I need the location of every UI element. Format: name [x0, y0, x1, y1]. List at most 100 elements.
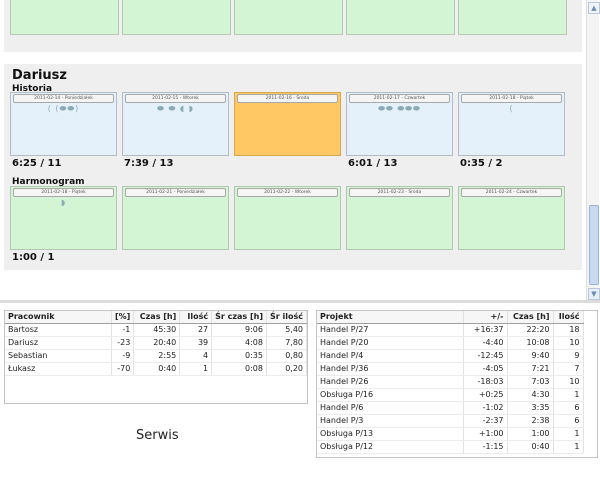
task-blobs[interactable]: ◗ — [60, 198, 67, 207]
cell: 3:35 — [507, 401, 554, 415]
history-day[interactable]: 2011-02-15 - Wtorek ⬬ ⬬ ◖ ◗ — [122, 92, 229, 156]
workers-table-panel: Pracownik [%] Czas [h] Ilość Śr czas [h]… — [4, 310, 308, 404]
history-label: Historia — [12, 84, 53, 94]
previous-day-box[interactable] — [458, 0, 567, 35]
table-row[interactable]: Handel P/6 -1:02 3:35 6 — [317, 401, 584, 415]
day-header: 2011-02-14 - Poniedziałek — [13, 94, 114, 103]
day-header: 2011-02-18 - Piątek — [461, 94, 562, 103]
cell: 7:21 — [507, 362, 554, 376]
project-name: Obsługa P/12 — [317, 440, 464, 454]
projects-table-panel: Projekt +/- Czas [h] Ilość Handel P/27 +1… — [316, 310, 598, 458]
schedule-day[interactable]: 2011-02-24 - Czwartek — [458, 186, 565, 250]
task-blobs[interactable]: ⬬⬬ ⬬⬬⬬ — [378, 104, 421, 113]
table-row[interactable]: Handel P/36 -4:05 7:21 7 — [317, 362, 584, 376]
workers-table: Pracownik [%] Czas [h] Ilość Śr czas [h]… — [5, 311, 307, 376]
cell: 1 — [553, 440, 584, 454]
cell: -70 — [111, 362, 135, 376]
column-header[interactable]: Śr ilość — [266, 311, 307, 324]
task-blobs[interactable]: ( — [509, 104, 514, 113]
schedule-day[interactable]: 2011-02-21 - Poniedziałek — [122, 186, 229, 250]
cell: 10 — [553, 336, 584, 350]
cell: -1:02 — [463, 401, 508, 415]
day-total: 6:01 / 13 — [348, 158, 398, 169]
cell: 7,80 — [266, 336, 307, 350]
task-blobs[interactable]: ( (⬬⬬) — [47, 104, 80, 113]
project-name: Handel P/3 — [317, 414, 464, 428]
cell: 1 — [553, 388, 584, 402]
schedule-day[interactable]: 2011-02-18 - Piątek ◗ — [10, 186, 117, 250]
table-row[interactable]: Handel P/20 -4:40 10:08 10 — [317, 336, 584, 350]
table-row[interactable]: Dariusz -23 20:40 39 4:08 7,80 — [5, 336, 307, 350]
day-header: 2011-02-15 - Wtorek — [125, 94, 226, 103]
projects-table: Projekt +/- Czas [h] Ilość Handel P/27 +1… — [317, 311, 584, 454]
worker-name: Łukasz — [5, 362, 112, 376]
column-header[interactable]: +/- — [463, 311, 508, 324]
table-header-row: Pracownik [%] Czas [h] Ilość Śr czas [h]… — [5, 311, 307, 324]
cell: 0,20 — [266, 362, 307, 376]
cell: 0,80 — [266, 349, 307, 363]
cell: 9:06 — [211, 323, 267, 337]
cell: 4:08 — [211, 336, 267, 350]
table-row[interactable]: Handel P/26 -18:03 7:03 10 — [317, 375, 584, 389]
history-day[interactable]: 2011-02-17 - Czwartek ⬬⬬ ⬬⬬⬬ — [346, 92, 453, 156]
column-header[interactable]: Ilość — [553, 311, 584, 324]
person-block: Dariusz Historia 2011-02-14 - Poniedział… — [4, 64, 582, 270]
project-name: Handel P/20 — [317, 336, 464, 350]
previous-day-box[interactable] — [346, 0, 455, 35]
scroll-up-icon[interactable]: ▲ — [588, 2, 600, 14]
table-row[interactable]: Obsługa P/13 +1:00 1:00 1 — [317, 427, 584, 441]
cell: 0:35 — [211, 349, 267, 363]
day-header: 2011-02-22 - Wtorek — [237, 188, 338, 197]
cell: 45:30 — [133, 323, 181, 337]
column-header[interactable]: Czas [h] — [507, 311, 554, 324]
task-blobs[interactable]: ⬬ ⬬ ◖ ◗ — [157, 104, 194, 113]
day-header: 2011-02-24 - Czwartek — [461, 188, 562, 197]
cell: 10 — [553, 375, 584, 389]
history-day[interactable]: 2011-02-14 - Poniedziałek ( (⬬⬬) — [10, 92, 117, 156]
service-label: Serwis — [136, 428, 179, 443]
cell: -1 — [111, 323, 135, 337]
history-day[interactable]: 2011-02-18 - Piątek ( — [458, 92, 565, 156]
cell: 9 — [553, 349, 584, 363]
cell: -1:15 — [463, 440, 508, 454]
schedule-day[interactable]: 2011-02-23 - Środa — [346, 186, 453, 250]
cell: 27 — [179, 323, 213, 337]
schedule-day[interactable]: 2011-02-22 - Wtorek — [234, 186, 341, 250]
day-total: 6:25 / 11 — [12, 158, 62, 169]
column-header[interactable]: Ilość — [179, 311, 213, 324]
column-header[interactable]: [%] — [111, 311, 135, 324]
panel-splitter[interactable] — [0, 300, 600, 303]
table-row[interactable]: Handel P/3 -2:37 2:38 6 — [317, 414, 584, 428]
column-header[interactable]: Czas [h] — [133, 311, 181, 324]
cell: +1:00 — [463, 427, 508, 441]
cell: 1:00 — [507, 427, 554, 441]
table-row[interactable]: Obsługa P/12 -1:15 0:40 1 — [317, 440, 584, 454]
cell: -23 — [111, 336, 135, 350]
previous-day-box[interactable] — [10, 0, 119, 35]
column-header[interactable]: Projekt — [317, 311, 464, 324]
table-row[interactable]: Bartosz -1 45:30 27 9:06 5,40 — [5, 323, 307, 337]
schedule-total: 1:00 / 1 — [12, 252, 55, 263]
cell: 6 — [553, 414, 584, 428]
worker-name: Sebastian — [5, 349, 112, 363]
previous-day-box[interactable] — [234, 0, 343, 35]
table-row[interactable]: Handel P/4 -12:45 9:40 9 — [317, 349, 584, 363]
column-header[interactable]: Pracownik — [5, 311, 112, 324]
scrollbar-thumb[interactable] — [589, 205, 599, 285]
history-day-today[interactable]: 2011-02-16 - Środa — [234, 92, 341, 156]
cell: 39 — [179, 336, 213, 350]
table-row[interactable]: Łukasz -70 0:40 1 0:08 0,20 — [5, 362, 307, 376]
vertical-scrollbar[interactable]: ▲ ▼ — [586, 0, 600, 300]
cell: 20:40 — [133, 336, 181, 350]
day-header: 2011-02-16 - Środa — [237, 94, 338, 103]
scroll-down-icon[interactable]: ▼ — [588, 288, 600, 300]
table-row[interactable]: Obsługa P/16 +0:25 4:30 1 — [317, 388, 584, 402]
worker-name: Dariusz — [5, 336, 112, 350]
cell: 7 — [553, 362, 584, 376]
table-row[interactable]: Sebastian -9 2:55 4 0:35 0,80 — [5, 349, 307, 363]
day-header: 2011-02-17 - Czwartek — [349, 94, 450, 103]
table-row[interactable]: Handel P/27 +16:37 22:20 18 — [317, 323, 584, 337]
column-header[interactable]: Śr czas [h] — [211, 311, 267, 324]
project-name: Handel P/27 — [317, 323, 464, 337]
previous-day-box[interactable] — [122, 0, 231, 35]
